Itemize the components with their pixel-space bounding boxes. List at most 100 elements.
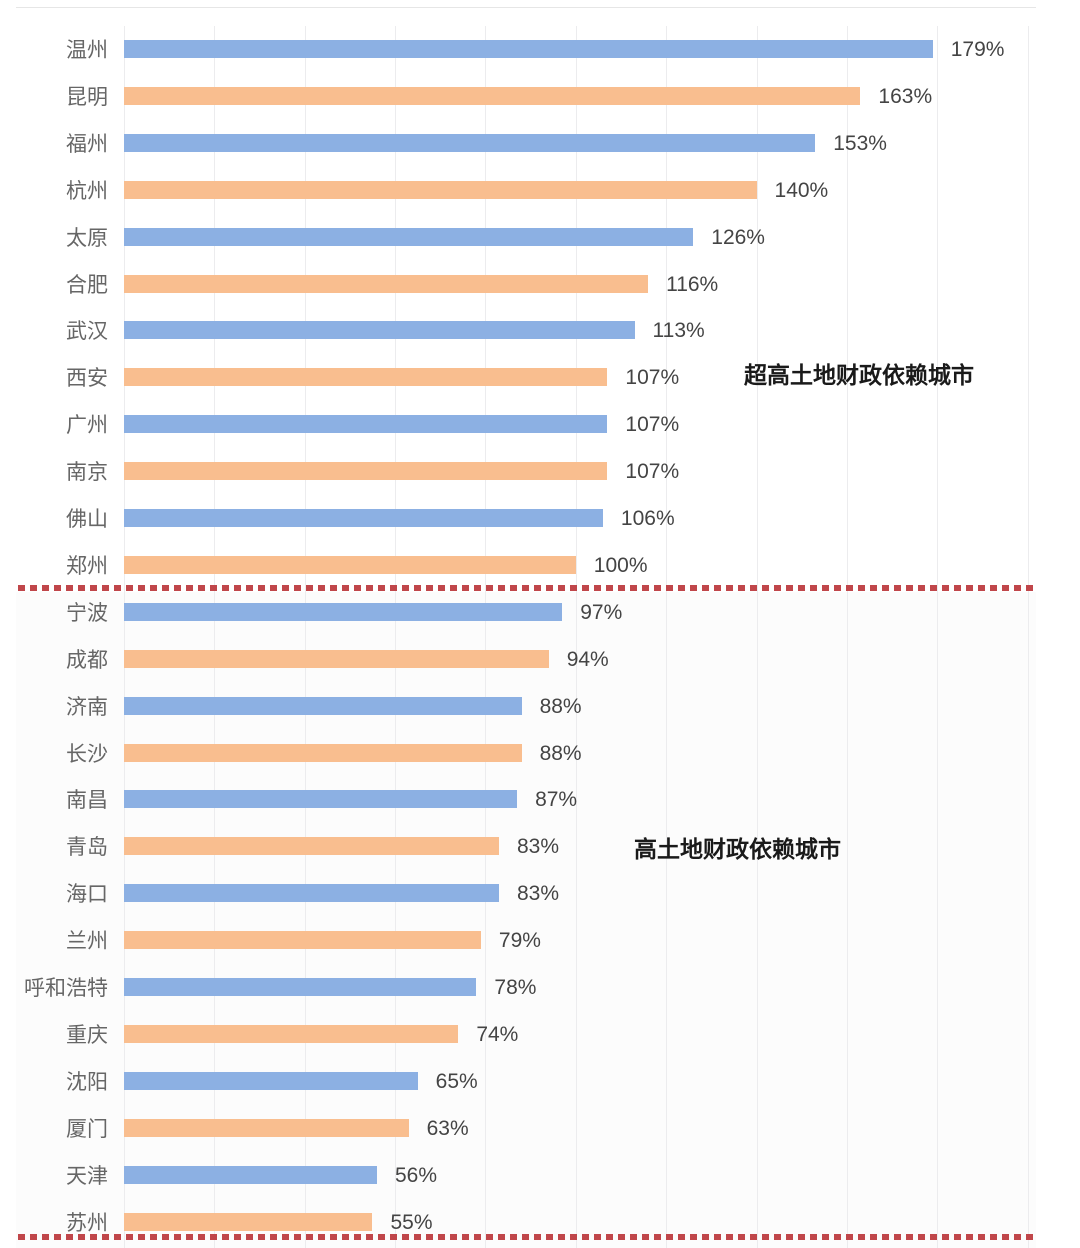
value-label: 113% [652, 319, 705, 343]
bar-row: 呼和浩特 78% [0, 976, 1080, 1000]
bar-row: 海口 83% [0, 882, 1080, 906]
category-label: 呼和浩特 [24, 976, 108, 1000]
bar [124, 837, 499, 856]
bar-row: 厦门 63% [0, 1117, 1080, 1141]
bar [124, 555, 576, 574]
bar-row: 广州 107% [0, 413, 1080, 437]
bar [124, 931, 481, 950]
gridline [756, 26, 758, 1248]
bar [124, 415, 608, 434]
lower-group-background [16, 592, 1036, 1248]
value-label: 56% [395, 1163, 438, 1187]
bar [124, 649, 549, 668]
value-label: 88% [539, 694, 582, 718]
bar [124, 884, 499, 903]
bar [124, 696, 522, 715]
value-label: 106% [620, 507, 675, 530]
category-label: 济南 [66, 694, 108, 719]
category-label: 西安 [66, 366, 108, 391]
bar [124, 1024, 459, 1043]
category-label: 厦门 [66, 1116, 108, 1141]
gridline [395, 26, 397, 1248]
bar-row: 青岛 83% [0, 835, 1080, 859]
category-label: 兰州 [66, 929, 108, 954]
gridline [1027, 26, 1029, 1248]
bar [124, 790, 518, 809]
value-label: 94% [566, 647, 609, 671]
bar [124, 133, 816, 152]
bar [124, 978, 477, 996]
category-label: 长沙 [66, 741, 108, 766]
category-label: 广州 [66, 413, 108, 438]
bar-row: 太原 126% [0, 226, 1080, 250]
bar-row: 西安 107% [0, 366, 1080, 390]
value-label: 83% [516, 835, 560, 859]
category-label: 温州 [66, 38, 108, 62]
gridline [304, 26, 306, 1248]
bar-row: 天津 56% [0, 1164, 1080, 1188]
gridline [485, 26, 487, 1248]
category-label: 青岛 [66, 835, 108, 860]
bar [124, 86, 861, 105]
bar-row: 济南 88% [0, 695, 1080, 719]
gridline [124, 26, 125, 1248]
bar-row: 昆明 163% [0, 85, 1080, 109]
category-label: 佛山 [66, 507, 108, 531]
category-label: 杭州 [66, 178, 108, 203]
bar [124, 180, 757, 199]
category-label: 合肥 [66, 272, 108, 297]
category-label: 南京 [66, 460, 108, 485]
annotation-super-high-dependency: 超高土地财政依赖城市 [744, 362, 974, 389]
gridline [214, 26, 216, 1248]
value-label: 179% [950, 38, 1005, 61]
bar-row: 兰州 79% [0, 929, 1080, 953]
bar [124, 1165, 377, 1184]
bar [124, 1212, 373, 1231]
bar [124, 743, 522, 762]
value-label: 63% [426, 1116, 469, 1140]
bar-row: 武汉 113% [0, 319, 1080, 343]
bar [124, 274, 649, 293]
bar [124, 509, 603, 527]
value-label: 97% [580, 600, 623, 624]
value-label: 107% [625, 366, 680, 390]
bar-row: 沈阳 65% [0, 1070, 1080, 1094]
bar-row: 温州 179% [0, 38, 1080, 62]
value-label: 107% [625, 460, 680, 484]
bar-row: 苏州 55% [0, 1211, 1080, 1235]
bar [124, 368, 608, 387]
bar [124, 1118, 409, 1137]
value-label: 65% [435, 1069, 478, 1093]
value-label: 78% [494, 976, 537, 999]
value-label: 116% [666, 272, 719, 296]
value-label: 126% [711, 225, 765, 249]
category-label: 南昌 [66, 788, 108, 813]
value-label: 55% [390, 1210, 433, 1234]
category-label: 重庆 [66, 1022, 108, 1047]
value-label: 163% [878, 84, 933, 108]
bar-row: 南昌 87% [0, 788, 1080, 812]
gridline [575, 26, 577, 1248]
group-divider-top [18, 585, 1038, 591]
bar [124, 227, 694, 246]
annotation-high-dependency: 高土地财政依赖城市 [634, 836, 841, 863]
category-label: 天津 [66, 1163, 108, 1188]
bar [124, 1071, 418, 1090]
category-label: 武汉 [66, 319, 108, 344]
bar-row: 合肥 116% [0, 273, 1080, 297]
category-label: 成都 [66, 647, 108, 672]
top-border-line [16, 7, 1036, 8]
bar-row: 宁波 97% [0, 601, 1080, 625]
bar [124, 40, 933, 58]
bar-row: 南京 107% [0, 460, 1080, 484]
category-label: 太原 [66, 225, 108, 250]
bar-row: 郑州 100% [0, 554, 1080, 578]
value-label: 88% [539, 741, 582, 765]
value-label: 100% [593, 553, 648, 577]
bar-row: 长沙 88% [0, 742, 1080, 766]
bar-row: 福州 153% [0, 132, 1080, 156]
category-label: 海口 [66, 882, 108, 907]
value-label: 74% [476, 1022, 519, 1046]
bar-row: 佛山 106% [0, 507, 1080, 531]
